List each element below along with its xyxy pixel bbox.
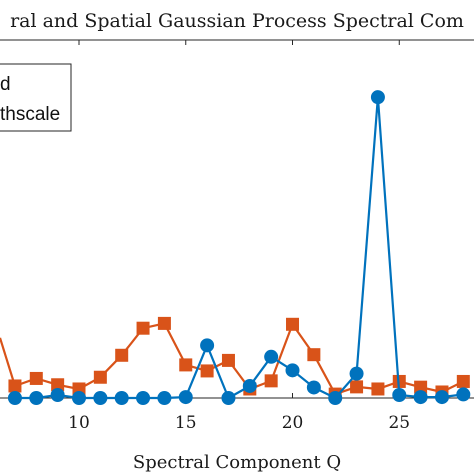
- data-point-d: [328, 391, 343, 405]
- data-point-d: [413, 390, 428, 405]
- data-point-thscale: [29, 371, 43, 385]
- data-point-thscale: [264, 374, 278, 388]
- data-point-d: [285, 363, 300, 378]
- data-point-thscale: [456, 374, 470, 388]
- data-point-d: [7, 391, 22, 405]
- x-tick-label: 25: [388, 413, 410, 433]
- data-point-d: [178, 390, 193, 405]
- legend-box: [0, 63, 72, 132]
- data-point-thscale: [8, 379, 22, 393]
- data-point-d: [370, 90, 385, 105]
- data-point-d: [157, 391, 172, 405]
- x-ticks: 10 15 20 25: [68, 40, 410, 433]
- data-point-thscale: [286, 317, 300, 331]
- data-point-thscale: [51, 378, 65, 392]
- data-point-d: [456, 387, 471, 402]
- data-point-thscale: [115, 348, 129, 362]
- series-fragment-thscale: [0, 337, 16, 387]
- chart-title: ral and Spatial Gaussian Process Spectra…: [10, 10, 464, 32]
- plot-area: 10 15 20 25: [0, 39, 474, 433]
- data-point-thscale: [221, 353, 235, 367]
- legend: d thscale: [0, 63, 72, 132]
- data-point-d: [434, 390, 449, 405]
- data-point-thscale: [350, 380, 364, 394]
- data-point-thscale: [93, 370, 107, 384]
- data-point-thscale: [136, 321, 150, 335]
- data-point-thscale: [157, 316, 171, 330]
- data-point-d: [264, 349, 279, 364]
- data-point-d: [242, 378, 257, 393]
- x-tick-label: 15: [175, 413, 197, 433]
- data-point-d: [306, 380, 321, 395]
- data-point-d: [349, 366, 364, 381]
- data-point-thscale: [200, 364, 214, 378]
- data-point-d: [29, 391, 44, 405]
- data-point-d: [50, 387, 65, 402]
- data-point-thscale: [307, 348, 321, 362]
- data-point-d: [136, 391, 151, 405]
- data-point-d: [392, 387, 407, 402]
- x-tick-label: 10: [68, 413, 90, 433]
- data-point-thscale: [371, 382, 385, 396]
- legend-entry-2: thscale: [0, 104, 60, 125]
- data-point-d: [200, 338, 215, 353]
- legend-entry-1: d: [0, 74, 11, 95]
- series-line-d: [14, 96, 464, 400]
- x-tick-label: 20: [282, 413, 304, 433]
- data-point-d: [72, 391, 86, 405]
- data-point-d: [114, 391, 129, 405]
- x-axis-label: Spectral Component Q: [133, 452, 341, 473]
- data-point-thscale: [414, 380, 428, 394]
- series-layer: [0, 90, 471, 405]
- data-point-d: [93, 391, 108, 405]
- data-point-d: [221, 391, 236, 405]
- data-point-thscale: [179, 358, 193, 372]
- series-line-thscale: [14, 322, 464, 396]
